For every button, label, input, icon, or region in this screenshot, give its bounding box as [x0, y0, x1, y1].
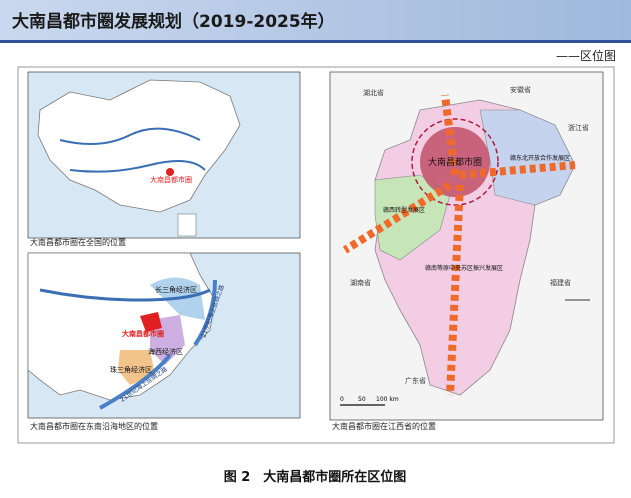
map-label: 大南昌都市圈	[122, 329, 164, 338]
map-label: 珠三角经济区	[110, 365, 152, 374]
header-bar	[0, 0, 631, 42]
map-label: 赣南等原中央苏区振兴发展区	[425, 264, 503, 272]
map-label: 湖北省	[363, 88, 384, 97]
header-rule	[0, 40, 631, 43]
map-label: 广东省	[405, 376, 426, 385]
scale-label: 50	[358, 396, 366, 403]
map-china: 大南昌都市圈	[27, 71, 301, 239]
map-jiangxi: 湖北省 安徽省 浙江省 湖南省 福建省 广东省 大南昌都市圈 赣东北开放合作发展…	[329, 71, 604, 421]
map-label: 安徽省	[510, 85, 531, 94]
caption: 大南昌都市圈在江西省的位置	[332, 421, 436, 431]
caption: 大南昌都市圈在全国的位置	[30, 237, 126, 247]
title: 大南昌都市圈发展规划（2019-2025年）	[12, 11, 335, 32]
caption: 大南昌都市圈在东南沿海地区的位置	[30, 421, 158, 431]
map-southeast: 长三角经济区 大南昌都市圈 海西经济区 珠三角经济区 21世纪海上丝绸之路 21…	[27, 252, 301, 419]
map-label: 大南昌都市圈	[428, 156, 482, 168]
map-label: 福建省	[550, 278, 571, 287]
scale-label: 0	[340, 396, 344, 403]
map-label: 赣东北开放合作发展区	[510, 154, 570, 162]
map-label: 长三角经济区	[155, 285, 197, 294]
map-label: 海西经济区	[148, 347, 183, 356]
subtitle: ——区位图	[556, 48, 616, 63]
figure-caption: 图 2 大南昌都市圈所在区位图	[224, 469, 407, 485]
map-label: 湖南省	[350, 278, 371, 287]
map-label: 大南昌都市圈	[150, 175, 192, 184]
map-label: 浙江省	[568, 123, 589, 132]
map-label: 赣西转型发展区	[383, 206, 425, 214]
scale-label: 100 km	[376, 396, 399, 403]
frame	[17, 66, 615, 444]
